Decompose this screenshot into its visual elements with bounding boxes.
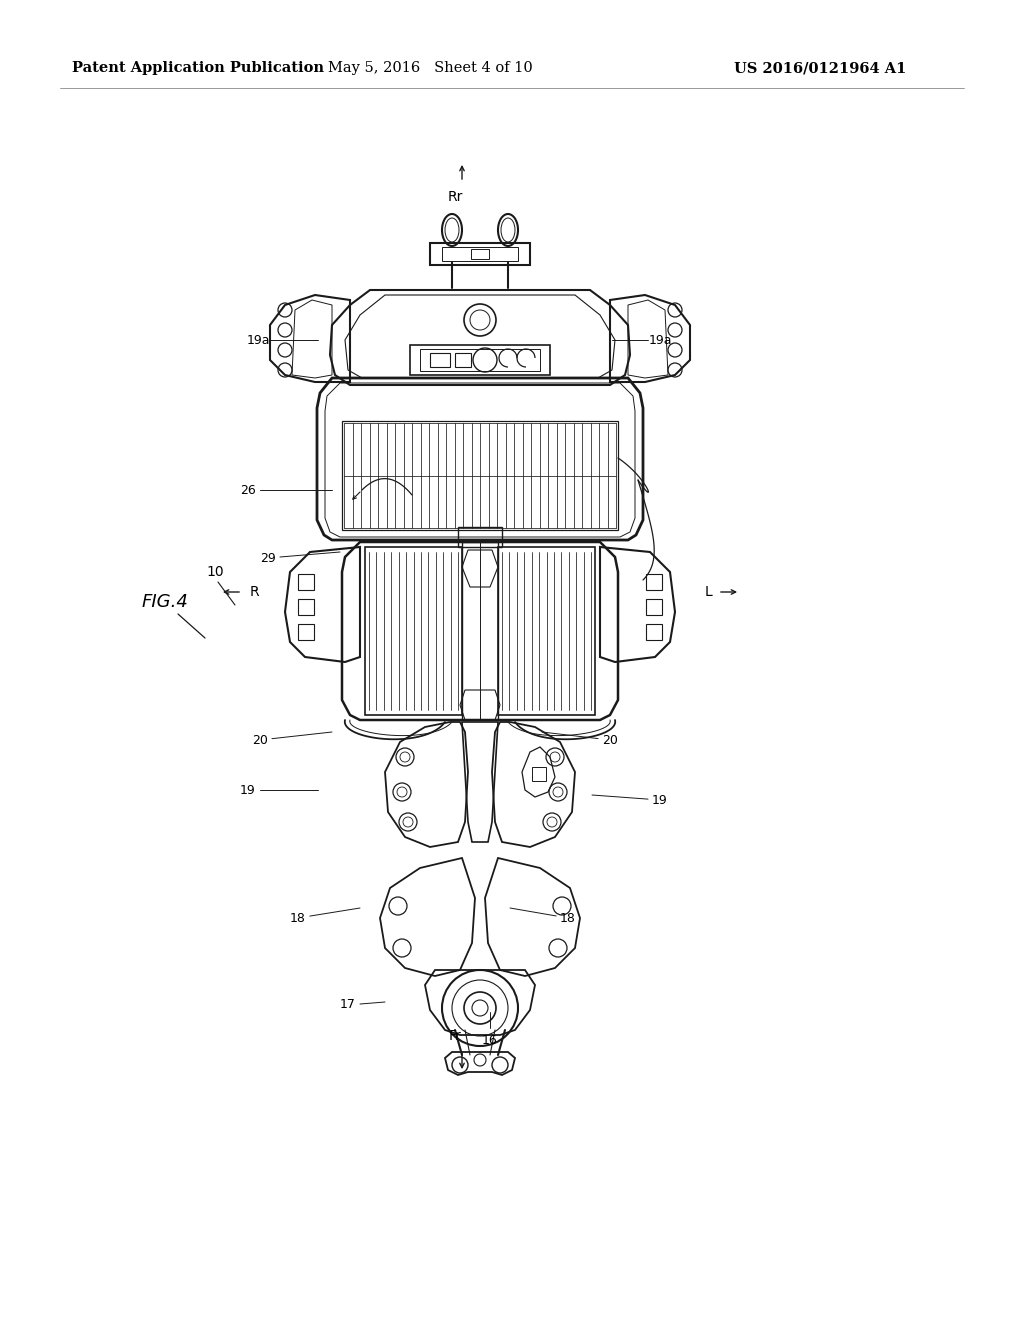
- Bar: [365, 546, 462, 715]
- Bar: [646, 574, 662, 590]
- Bar: [298, 599, 314, 615]
- Bar: [430, 352, 450, 367]
- Text: FIG.4: FIG.4: [141, 593, 188, 611]
- Bar: [646, 624, 662, 640]
- Text: 18: 18: [290, 912, 306, 924]
- Bar: [430, 243, 530, 265]
- Bar: [471, 249, 489, 259]
- Bar: [298, 624, 314, 640]
- Bar: [342, 421, 618, 531]
- Text: 19a: 19a: [246, 334, 269, 346]
- Bar: [498, 546, 595, 715]
- Text: 20: 20: [252, 734, 268, 747]
- Text: Rr: Rr: [447, 190, 463, 205]
- Text: US 2016/0121964 A1: US 2016/0121964 A1: [734, 61, 906, 75]
- Bar: [420, 348, 540, 371]
- Text: 16: 16: [482, 1034, 498, 1047]
- Bar: [532, 767, 546, 781]
- Bar: [458, 527, 502, 546]
- Text: L: L: [705, 585, 712, 599]
- Bar: [298, 574, 314, 590]
- Text: 26: 26: [240, 483, 256, 496]
- Text: May 5, 2016   Sheet 4 of 10: May 5, 2016 Sheet 4 of 10: [328, 61, 532, 75]
- Text: 20: 20: [602, 734, 617, 747]
- Text: 29: 29: [260, 552, 275, 565]
- Text: 19: 19: [652, 793, 668, 807]
- Text: Fr: Fr: [449, 1030, 462, 1043]
- Text: 10: 10: [206, 565, 224, 579]
- Text: 19: 19: [240, 784, 256, 796]
- Bar: [646, 599, 662, 615]
- Bar: [462, 543, 498, 719]
- Text: 18: 18: [560, 912, 575, 924]
- Bar: [410, 345, 550, 375]
- Text: 19a: 19a: [648, 334, 672, 346]
- Text: 17: 17: [340, 998, 356, 1011]
- Bar: [442, 247, 518, 261]
- Text: R: R: [250, 585, 260, 599]
- Text: Patent Application Publication: Patent Application Publication: [72, 61, 324, 75]
- Bar: [455, 352, 471, 367]
